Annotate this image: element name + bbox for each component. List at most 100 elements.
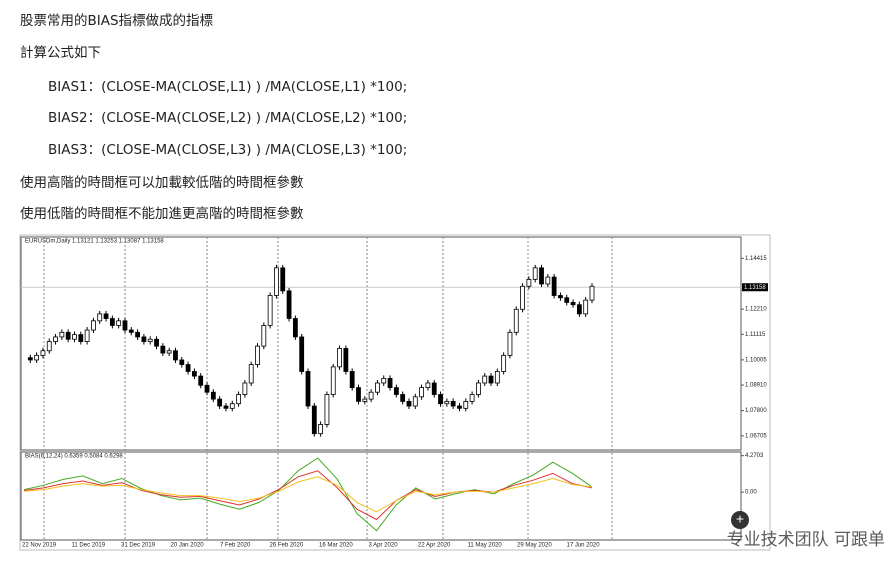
x-tick-label: 16 Mar 2020 [319, 543, 353, 549]
zoom-icon[interactable] [731, 511, 749, 529]
candle [526, 278, 532, 287]
x-tick-label: 26 Feb 2020 [270, 543, 304, 549]
candle [40, 350, 46, 356]
bias-line [23, 457, 593, 532]
candle [179, 359, 185, 365]
candle [583, 299, 589, 315]
candle [46, 341, 52, 352]
candle [482, 375, 488, 384]
candle [356, 387, 361, 402]
candle [570, 301, 576, 306]
candle [223, 405, 229, 409]
candle [457, 405, 462, 409]
candle [191, 371, 197, 377]
candle [444, 401, 450, 405]
candle [576, 304, 582, 315]
current-price-label: 1.13158 [744, 285, 766, 291]
candle [564, 297, 570, 303]
y-tick-label: 1.10005 [745, 357, 767, 363]
y2-tick-label: 4.2703 [745, 453, 764, 459]
candle [65, 331, 71, 340]
candle [558, 295, 563, 299]
candle [154, 338, 159, 347]
candle [34, 354, 40, 361]
candle [475, 382, 481, 395]
formula: BIAS1：(CLOSE-MA(CLOSE,L1) ) /MA(CLOSE,L1… [48, 79, 408, 95]
candle [406, 401, 412, 407]
x-tick-label: 3 Apr 2020 [369, 543, 399, 549]
bias-panel [20, 451, 742, 541]
paragraph: 使用高階的時間框可以加載較低階的時間框參數 [20, 175, 304, 191]
candle [122, 320, 128, 331]
price-panel [20, 236, 742, 451]
candle [173, 350, 178, 361]
candle [128, 329, 134, 333]
candle [412, 396, 418, 407]
candle [520, 285, 525, 310]
candle [210, 391, 216, 400]
x-tick-label: 20 Jan 2020 [171, 543, 205, 549]
candle [469, 394, 475, 402]
candle [381, 377, 387, 384]
candle [185, 364, 191, 372]
paragraph: 計算公式如下 [20, 45, 101, 61]
x-tick-label: 17 Jun 2020 [567, 543, 601, 549]
watermark: 专业技术团队 可跟单 [727, 530, 885, 550]
paragraph: 股票常用的BIAS指標做成的指標 [20, 13, 214, 29]
candle [438, 394, 443, 405]
candle [299, 336, 305, 372]
candle [116, 320, 122, 326]
candle [135, 331, 141, 338]
candle [236, 394, 241, 405]
candle [419, 387, 425, 398]
candle [375, 382, 380, 393]
zoom-icon-plus[interactable]: + [736, 511, 744, 527]
candle [362, 398, 368, 402]
candle [109, 318, 115, 326]
candle [318, 424, 324, 435]
y-tick-label: 1.14415 [745, 256, 767, 262]
formula: BIAS3：(CLOSE-MA(CLOSE,L3) ) /MA(CLOSE,L3… [48, 142, 408, 158]
paragraph: 使用低階的時間框不能加進更高階的時間框參數 [20, 206, 304, 222]
x-tick-label: 11 Dec 2019 [72, 543, 106, 549]
candle [349, 371, 355, 388]
candle [72, 334, 77, 340]
candle [78, 334, 84, 342]
candle [280, 267, 286, 292]
candle [387, 377, 393, 388]
candle [400, 394, 406, 402]
candle [198, 375, 204, 386]
bias-header: BIAS(6,12,24) 0.6359 0.5084 0.6298 [25, 454, 123, 460]
candle [267, 295, 273, 326]
candle [91, 320, 96, 331]
candle [532, 267, 538, 280]
candle [97, 313, 103, 322]
candle [330, 366, 336, 395]
candle [248, 364, 254, 384]
candle [103, 313, 109, 319]
candle [305, 371, 311, 407]
candle [463, 401, 469, 409]
candle [229, 403, 235, 409]
candle [84, 329, 90, 342]
x-tick-label: 7 Feb 2020 [220, 543, 251, 549]
candle [393, 387, 399, 395]
candle [160, 345, 166, 354]
candle [545, 276, 551, 285]
candle [488, 375, 494, 384]
candle [204, 384, 210, 393]
candle [255, 345, 260, 365]
y-tick-label: 1.08910 [745, 383, 767, 389]
x-tick-label: 31 Dec 2019 [121, 543, 156, 549]
x-tick-label: 11 May 2020 [468, 543, 503, 549]
candle [337, 348, 342, 368]
chart-header: EURUSDm,Daily 1.13121 1.13253 1.13087 1.… [25, 239, 164, 245]
candle [425, 382, 431, 388]
formula: BIAS2：(CLOSE-MA(CLOSE,L2) ) /MA(CLOSE,L2… [48, 110, 408, 126]
candle [27, 357, 33, 361]
candle [261, 325, 267, 347]
candle [292, 318, 298, 338]
candle [274, 267, 279, 296]
bias-line [23, 476, 593, 513]
